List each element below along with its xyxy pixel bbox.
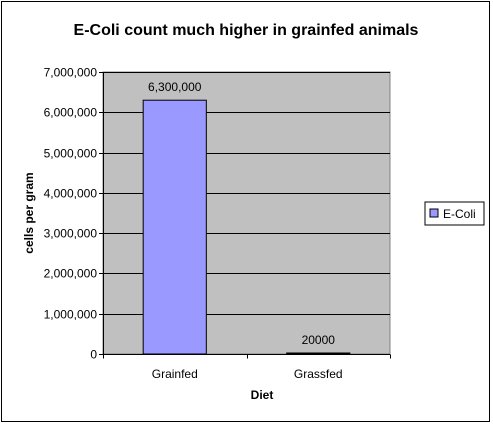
y-tick-label: 6,000,000 xyxy=(44,106,98,120)
y-tick-label: 4,000,000 xyxy=(44,187,98,201)
y-axis: 0 1,000,000 2,000,000 3,000,000 4,000,000 5,0… xyxy=(44,66,104,362)
legend-swatch xyxy=(429,208,439,218)
x-tick-label: Grassfed xyxy=(294,367,343,381)
bar-grainfed xyxy=(142,99,207,355)
bars: 6,300,000 20000 xyxy=(142,80,351,355)
legend-label: E-Coli xyxy=(443,207,476,221)
y-tick-label: 3,000,000 xyxy=(44,227,98,241)
y-axis-title: cells per gram xyxy=(22,172,36,253)
y-tick-label: 1,000,000 xyxy=(44,308,98,322)
y-tick-label: 0 xyxy=(90,348,97,362)
bar-grassfed xyxy=(286,352,351,355)
legend-box xyxy=(424,201,485,226)
data-label: 20000 xyxy=(302,333,336,347)
x-axis-title: Diet xyxy=(251,388,274,402)
y-tick-label: 7,000,000 xyxy=(44,66,98,80)
y-tick-label: 5,000,000 xyxy=(44,147,98,161)
legend: E-Coli xyxy=(424,201,485,226)
y-tick-label: 2,000,000 xyxy=(44,267,98,281)
data-label: 6,300,000 xyxy=(148,80,202,94)
chart-title: E-Coli count much higher in grainfed ani… xyxy=(74,22,419,39)
x-tick-label: Grainfed xyxy=(152,367,198,381)
x-axis: Grainfed Grassfed xyxy=(103,354,391,381)
